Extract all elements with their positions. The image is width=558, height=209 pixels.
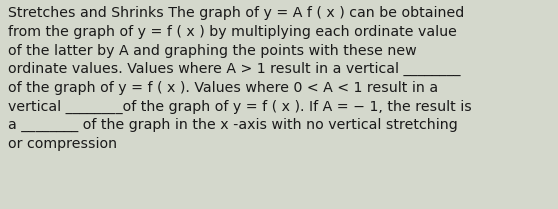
Text: Stretches and Shrinks The graph of y = A f ( x ) can be obtained
from the graph : Stretches and Shrinks The graph of y = A…	[8, 6, 472, 151]
